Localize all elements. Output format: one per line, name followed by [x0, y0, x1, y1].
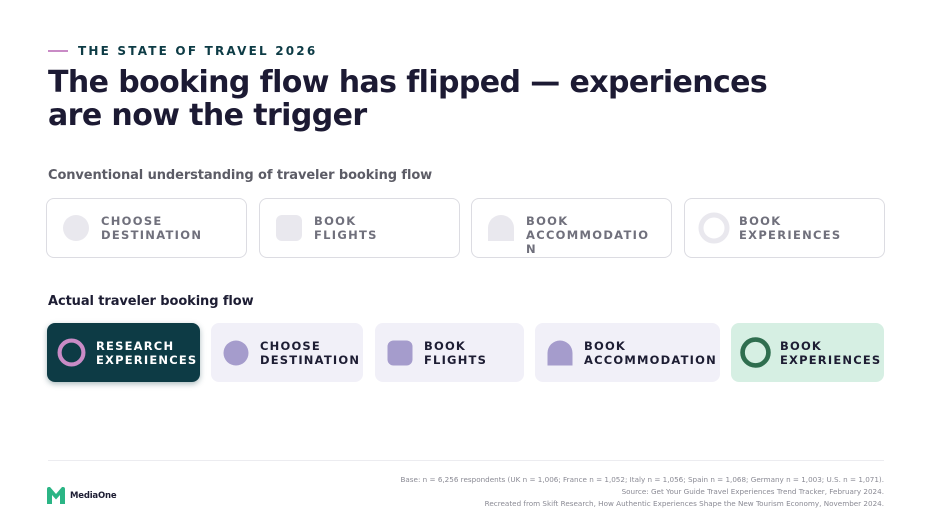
eyebrow: THE STATE OF TRAVEL 2026: [48, 44, 317, 58]
step-label: BOOK EXPERIENCES: [739, 214, 842, 242]
step-label: CHOOSE DESTINATION: [260, 339, 361, 367]
eyebrow-accent-line: [48, 50, 68, 52]
circle-icon: [223, 340, 249, 366]
title-line-1: The booking flow has flipped — experienc…: [48, 65, 768, 100]
conventional-step-book-experiences: BOOK EXPERIENCES: [684, 198, 885, 258]
logo-text: MediaOne: [70, 490, 117, 501]
footer-note-base: Base: n = 6,256 respondents (UK n = 1,00…: [400, 475, 884, 484]
conventional-step-book-accommodation: BOOK ACCOMMODATIO N: [471, 198, 672, 258]
step-label: BOOK FLIGHTS: [314, 214, 378, 242]
footer-notes: Base: n = 6,256 respondents (UK n = 1,00…: [400, 474, 884, 510]
footer-note-source: Source: Get Your Guide Travel Experience…: [621, 487, 884, 496]
ring-icon: [698, 212, 730, 244]
conventional-step-choose-destination: CHOOSE DESTINATION: [46, 198, 247, 258]
actual-step-book-accommodation: BOOK ACCOMMODATION: [535, 323, 720, 382]
rounded-square-icon: [387, 340, 413, 366]
actual-step-choose-destination: CHOOSE DESTINATION: [211, 323, 363, 382]
circle-icon: [63, 215, 89, 241]
eyebrow-text: THE STATE OF TRAVEL 2026: [78, 44, 318, 58]
arch-icon: [488, 215, 514, 241]
step-label: BOOK ACCOMMODATION: [584, 339, 717, 367]
ring-icon: [57, 338, 86, 367]
step-label: BOOK FLIGHTS: [424, 339, 488, 367]
ring-icon: [740, 337, 771, 368]
conventional-flow-label: Conventional understanding of traveler b…: [48, 168, 433, 183]
mediaone-logo-icon: [47, 487, 65, 504]
conventional-step-book-flights: BOOK FLIGHTS: [259, 198, 460, 258]
page-title: The booking flow has flipped — experienc…: [48, 66, 808, 132]
rounded-square-icon: [276, 215, 302, 241]
brand-logo: MediaOne: [47, 487, 117, 504]
arch-icon: [547, 340, 573, 366]
step-label: RESEARCH EXPERIENCES: [96, 339, 198, 367]
step-label: BOOK EXPERIENCES: [780, 339, 882, 367]
step-label: CHOOSE DESTINATION: [101, 214, 203, 242]
footer-note-recreated: Recreated from Skift Research, How Authe…: [484, 499, 884, 508]
actual-flow-label: Actual traveler booking flow: [48, 294, 254, 309]
title-line-2: are now the trigger: [48, 98, 367, 133]
step-label: BOOK ACCOMMODATIO N: [526, 214, 650, 256]
actual-step-book-flights: BOOK FLIGHTS: [375, 323, 524, 382]
footer-divider: [48, 460, 884, 461]
actual-step-research-experiences: RESEARCH EXPERIENCES: [47, 323, 200, 382]
actual-step-book-experiences: BOOK EXPERIENCES: [731, 323, 884, 382]
